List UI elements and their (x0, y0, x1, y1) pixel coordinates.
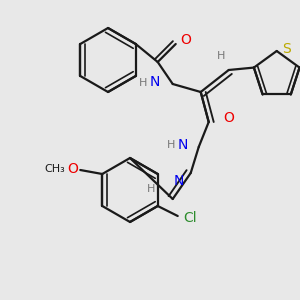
Text: Cl: Cl (183, 211, 196, 225)
Text: CH₃: CH₃ (44, 164, 65, 174)
Text: O: O (180, 33, 191, 47)
Text: S: S (282, 42, 291, 56)
Text: H: H (217, 51, 225, 61)
Text: O: O (67, 162, 78, 176)
Text: N: N (178, 138, 188, 152)
Text: H: H (139, 78, 147, 88)
Text: H: H (146, 184, 155, 194)
Text: O: O (223, 111, 234, 125)
Text: N: N (149, 75, 160, 89)
Text: N: N (173, 174, 184, 188)
Text: H: H (167, 140, 175, 150)
